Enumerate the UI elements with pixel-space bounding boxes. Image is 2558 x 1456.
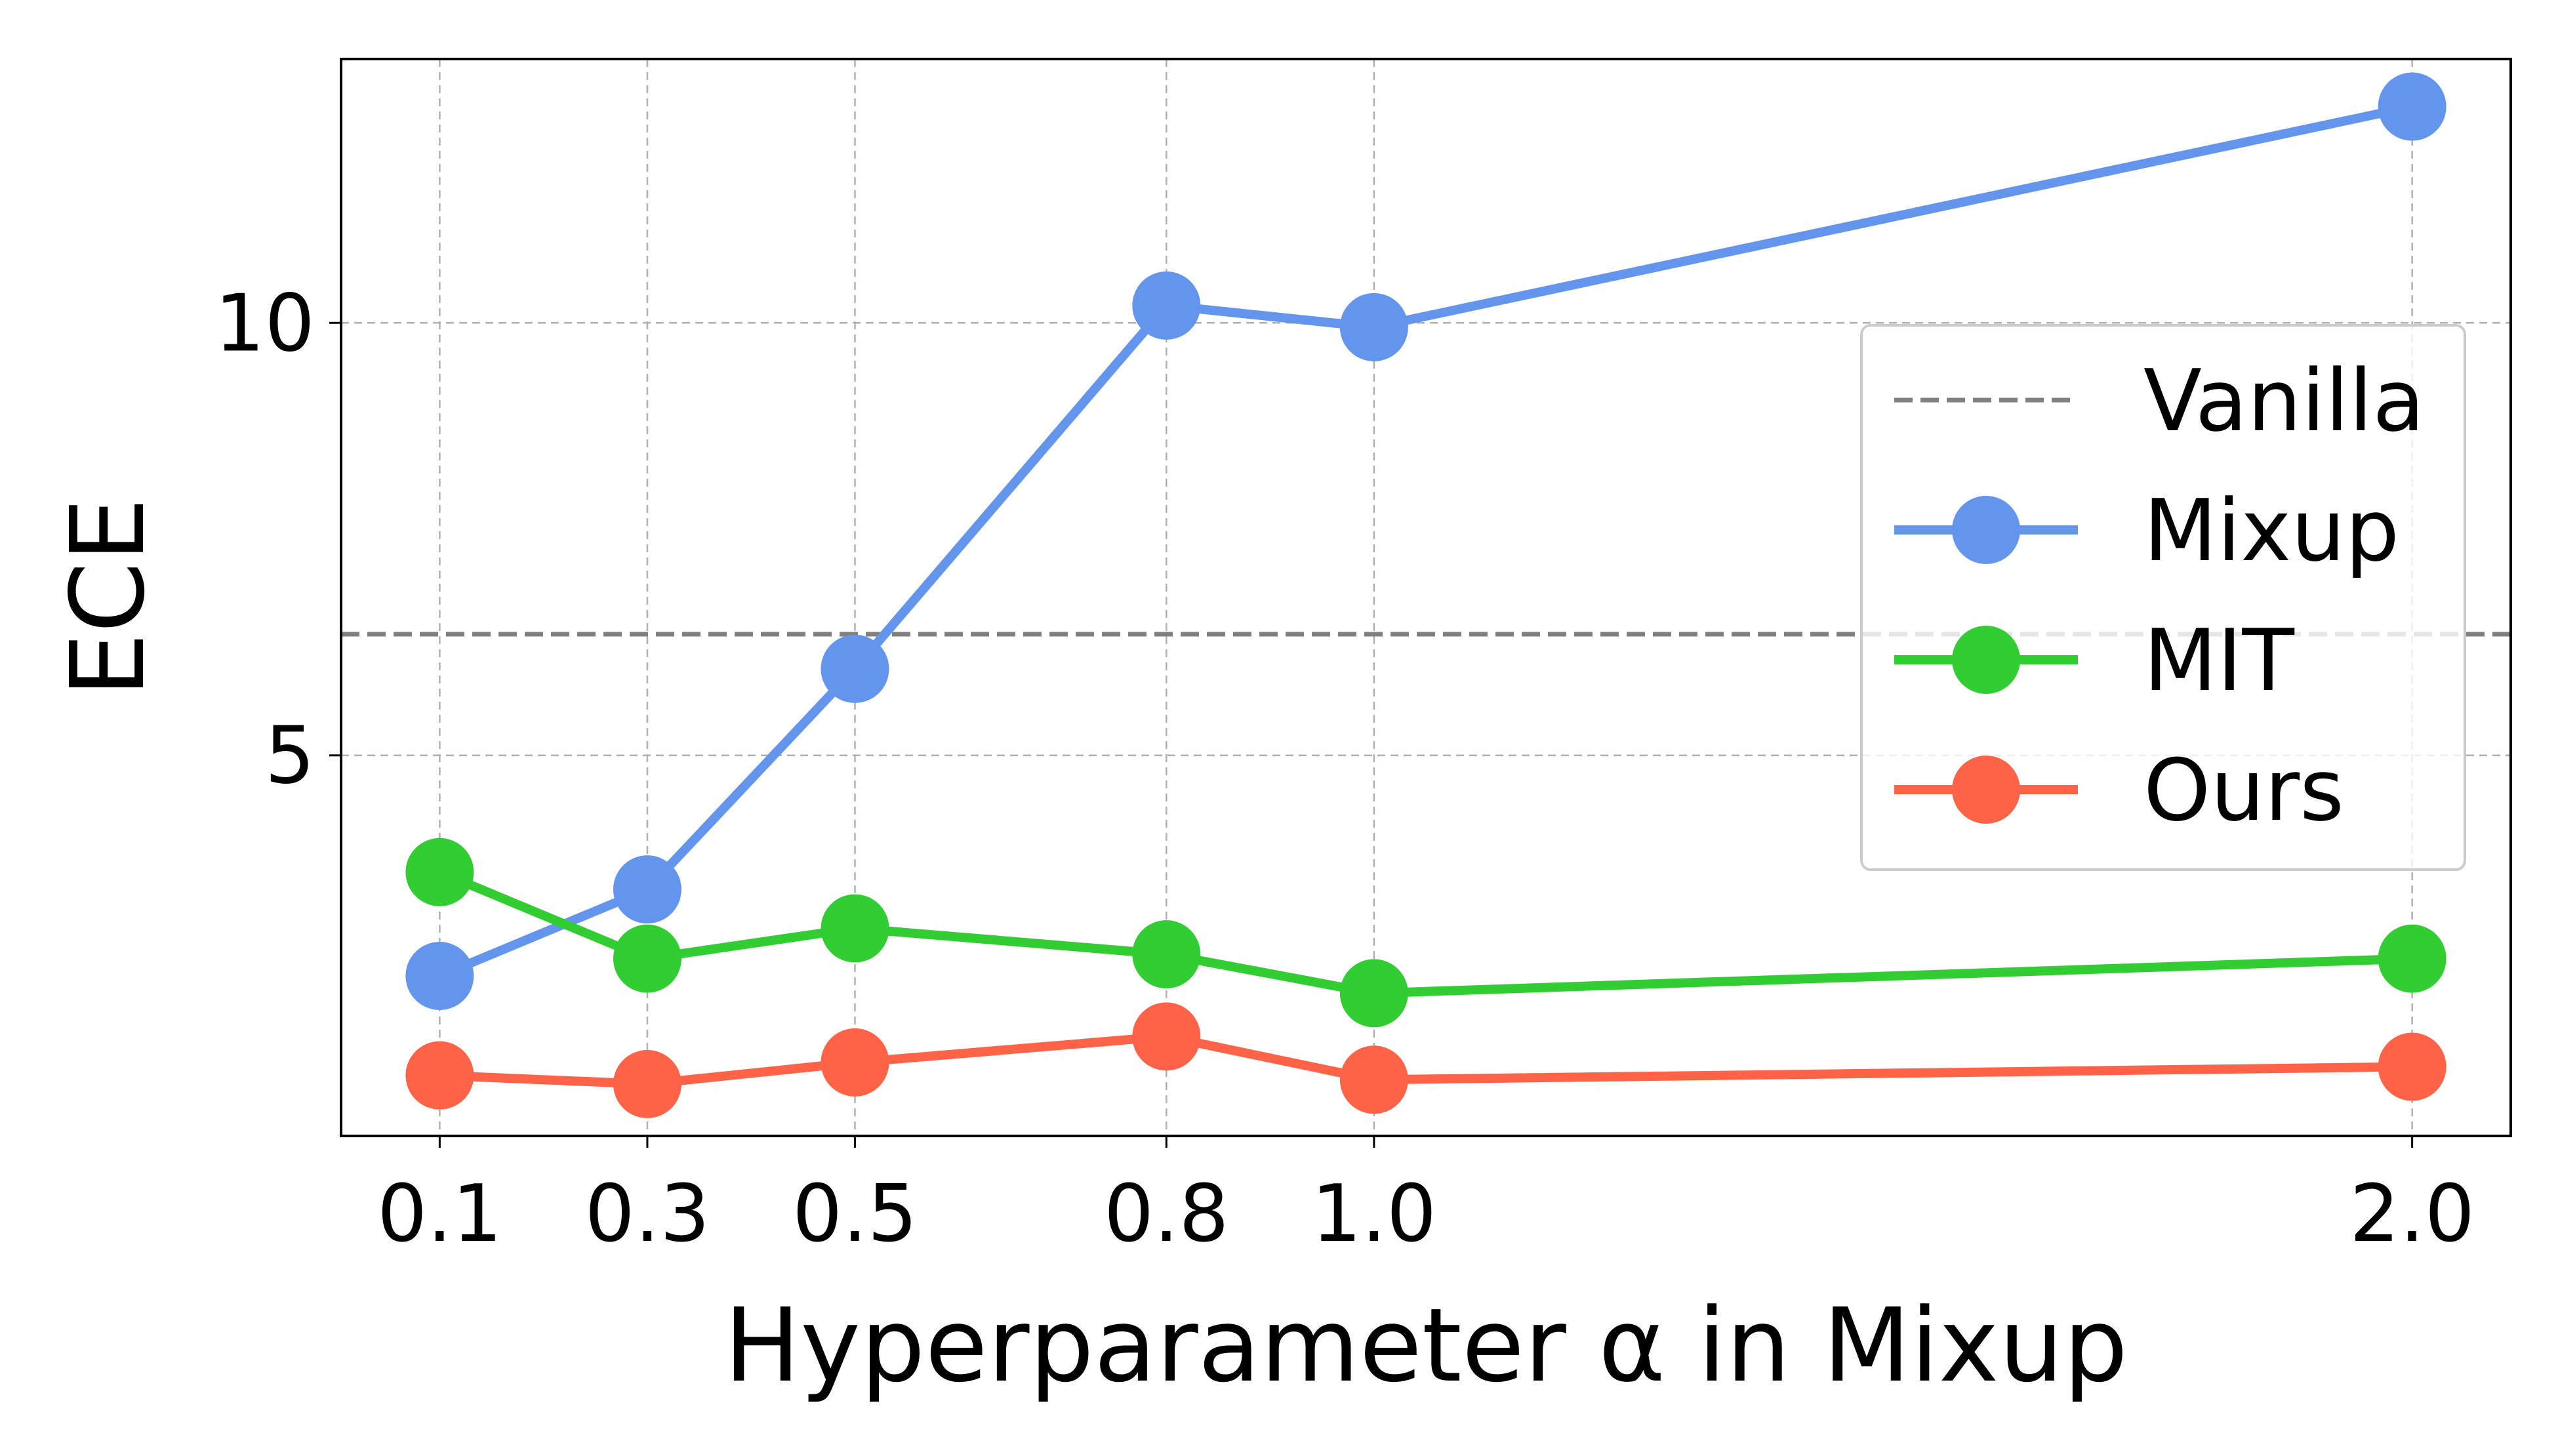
mit-line	[435, 867, 2417, 998]
ours-point	[1132, 1002, 1201, 1071]
ours-line	[435, 1032, 2417, 1089]
x-tick-label: 0.5	[792, 1169, 918, 1260]
mixup-point	[405, 942, 474, 1011]
legend: Vanilla Mixup MIT Ours	[1860, 324, 2466, 871]
legend-mit-label: MIT	[2143, 611, 2295, 710]
legend-mit-swatch-marker	[1952, 626, 2020, 694]
x-tick-label: 2.0	[2349, 1169, 2475, 1260]
mit-point	[613, 924, 681, 993]
mixup-line	[435, 102, 2417, 981]
mit-point	[1132, 920, 1201, 989]
x-axis-title: Hyperparameter α in Mixup	[724, 1286, 2128, 1405]
axis-ticks: 0.1 0.3 0.5 0.8 1.0 2.0 5 10	[214, 278, 2475, 1260]
mixup-point	[1132, 271, 1201, 340]
legend-ours-swatch-marker	[1952, 756, 2020, 824]
ours-point	[821, 1028, 889, 1097]
legend-vanilla-label: Vanilla	[2143, 351, 2425, 451]
plot-frame	[340, 58, 2512, 1137]
legend-mixup-swatch-marker	[1952, 496, 2020, 564]
mixup-point	[613, 855, 681, 924]
x-tick-label: 0.8	[1104, 1169, 1229, 1260]
mit-series	[405, 838, 2446, 1028]
mit-point	[2378, 924, 2446, 993]
legend-mixup-label: Mixup	[2143, 481, 2399, 580]
series-layer	[405, 72, 2446, 1118]
x-tick-label: 0.1	[377, 1169, 502, 1260]
legend-box	[1860, 324, 2466, 871]
mixup-point	[2378, 72, 2446, 141]
ours-point	[405, 1041, 474, 1110]
y-axis-title: ECE	[49, 498, 167, 697]
y-tick-label: 5	[265, 711, 315, 802]
ours-point	[1339, 1045, 1408, 1114]
mit-point	[1339, 959, 1408, 1028]
mixup-series	[405, 72, 2446, 1011]
mixup-point	[821, 634, 889, 703]
legend-ours-label: Ours	[2143, 740, 2344, 840]
y-tick-label: 10	[214, 278, 315, 369]
mixup-point	[1339, 293, 1408, 361]
ours-point	[613, 1049, 681, 1118]
mit-point	[405, 838, 474, 906]
mit-point	[821, 894, 889, 963]
x-tick-label: 0.3	[584, 1169, 710, 1260]
ours-series	[405, 1002, 2446, 1118]
x-tick-label: 1.0	[1311, 1169, 1436, 1260]
ours-point	[2378, 1032, 2446, 1101]
